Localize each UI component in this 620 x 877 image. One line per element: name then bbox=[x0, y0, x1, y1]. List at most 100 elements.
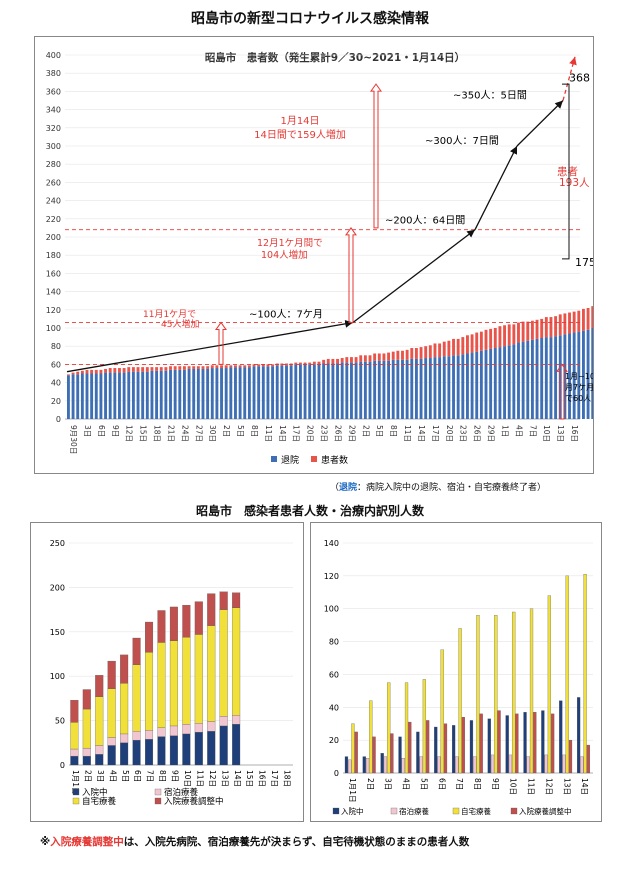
projection-arrow bbox=[562, 56, 577, 101]
recovered-bar bbox=[363, 361, 367, 419]
stacked-segment bbox=[70, 722, 79, 750]
recovered-bar bbox=[206, 368, 210, 419]
grouped-bar bbox=[404, 682, 409, 774]
patients-bar bbox=[414, 348, 418, 359]
legend-label: 入院中 bbox=[82, 787, 108, 798]
grouped-bar bbox=[479, 713, 483, 774]
patients-bar bbox=[373, 353, 377, 361]
stacked-segment bbox=[145, 652, 154, 731]
grouped-bar bbox=[544, 754, 548, 774]
patients-bar bbox=[568, 312, 571, 334]
grouped-bar bbox=[365, 758, 370, 774]
x-tick-label: 20日 bbox=[306, 425, 315, 442]
legend-swatch bbox=[72, 797, 80, 805]
patients-bar bbox=[178, 366, 182, 370]
grouped-bar bbox=[576, 697, 581, 774]
x-tick-label: 3日 bbox=[96, 770, 105, 782]
patients-bar bbox=[387, 352, 391, 361]
stacked-segment bbox=[95, 745, 104, 755]
stacked-segment bbox=[182, 636, 191, 725]
patients-bar bbox=[544, 317, 548, 338]
recovered-bar bbox=[169, 369, 172, 419]
y-tick-label: 150 bbox=[50, 628, 65, 637]
recovered-bar bbox=[80, 373, 84, 419]
recovered-bar bbox=[535, 338, 539, 419]
stacked-segment bbox=[120, 742, 129, 766]
y-tick-label: 100 bbox=[50, 672, 65, 681]
stacked-segment bbox=[219, 716, 228, 727]
recovered-bar bbox=[442, 356, 446, 419]
legend-swatch bbox=[154, 788, 162, 796]
x-tick-label: 27日 bbox=[194, 425, 203, 442]
x-tick-label: 11日 bbox=[264, 425, 273, 442]
x-tick-label: 7日 bbox=[455, 778, 464, 790]
recovered-bar bbox=[517, 342, 520, 419]
nov-label-1: 11月1ケ月で bbox=[143, 309, 196, 320]
recovered-bar bbox=[433, 357, 437, 419]
patients-bar bbox=[210, 365, 214, 369]
y-tick-label: 50 bbox=[55, 717, 65, 726]
recovered-bar bbox=[67, 375, 70, 419]
patients-bar bbox=[549, 317, 553, 338]
x-tick-label: 3日 bbox=[384, 778, 393, 790]
patients-bar bbox=[433, 343, 437, 358]
grouped-bar bbox=[568, 739, 573, 774]
x-tick-label: 5日 bbox=[236, 425, 245, 437]
recovered-bar bbox=[229, 367, 233, 419]
recovered-bar bbox=[336, 363, 339, 419]
grouped-bar bbox=[565, 575, 569, 774]
recovered-bar bbox=[387, 360, 391, 419]
y-tick-label: 0 bbox=[334, 769, 339, 778]
patients-bar bbox=[104, 368, 107, 373]
recovered-bar bbox=[540, 338, 544, 419]
recovered-bar bbox=[285, 365, 288, 419]
patients-bar bbox=[554, 316, 558, 337]
x-tick-label: 5日 bbox=[121, 770, 130, 782]
recovered-bar bbox=[410, 358, 414, 419]
recovered-bar bbox=[127, 371, 131, 419]
patients-bar bbox=[577, 310, 581, 332]
recovered-bar bbox=[261, 366, 265, 419]
stacked-segment bbox=[107, 737, 116, 746]
grouped-bar bbox=[508, 754, 513, 774]
patients-bar bbox=[173, 366, 177, 370]
grouped-bar bbox=[372, 736, 376, 774]
patients-bar bbox=[326, 358, 330, 364]
stacked-segment bbox=[132, 731, 141, 741]
stacked-segment bbox=[120, 733, 129, 743]
patients-bar bbox=[99, 369, 103, 374]
recovered-bar bbox=[155, 370, 159, 419]
legend-swatch-recovered bbox=[271, 456, 277, 462]
patients-bar bbox=[229, 365, 233, 368]
stacked-segment bbox=[207, 731, 216, 766]
patients-bar bbox=[350, 357, 353, 363]
recovered-bar bbox=[530, 339, 534, 419]
stacked-segment bbox=[95, 675, 104, 697]
recovered-bar bbox=[456, 355, 460, 419]
patients-bar bbox=[322, 359, 326, 364]
patients-bar bbox=[131, 367, 135, 372]
patients-bar bbox=[80, 370, 84, 374]
y-tick-label: 60 bbox=[51, 360, 61, 369]
dec-label-2: 104人増加 bbox=[261, 249, 308, 261]
y-tick-label: 60 bbox=[329, 670, 339, 679]
patients-bar bbox=[498, 326, 502, 348]
trend-arrow bbox=[66, 320, 354, 373]
patients-bar bbox=[285, 363, 288, 366]
patients-bar bbox=[489, 328, 493, 349]
x-tick-label: 14日 bbox=[233, 770, 242, 787]
grouped-bar bbox=[487, 718, 491, 774]
recovered-bar bbox=[554, 336, 558, 419]
x-tick-label: 6日 bbox=[437, 778, 446, 790]
grouped-bar bbox=[354, 731, 358, 774]
stacked-segment bbox=[219, 609, 228, 717]
grouped-bar bbox=[440, 649, 444, 774]
patients-bar bbox=[345, 357, 349, 363]
y-tick-label: 340 bbox=[46, 106, 61, 115]
recovered-bar bbox=[396, 359, 400, 419]
patients-bar bbox=[220, 365, 223, 369]
x-tick-label: 8日 bbox=[250, 425, 259, 437]
stacked-segment bbox=[169, 640, 178, 727]
y-tick-label: 40 bbox=[51, 379, 61, 388]
recovered-bar bbox=[382, 360, 386, 419]
